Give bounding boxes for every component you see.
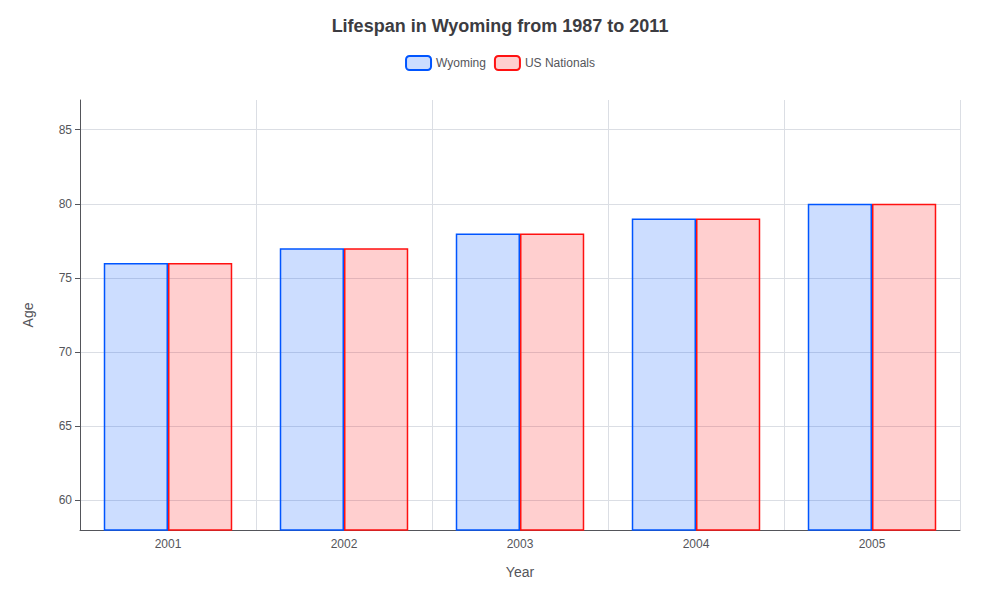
svg-text:85: 85 [59, 123, 73, 137]
svg-text:2001: 2001 [155, 537, 182, 551]
svg-text:2002: 2002 [331, 537, 358, 551]
svg-text:Wyoming: Wyoming [436, 56, 486, 70]
svg-text:Lifespan in Wyoming from 1987: Lifespan in Wyoming from 1987 to 2011 [332, 16, 669, 36]
svg-text:80: 80 [59, 197, 73, 211]
svg-text:2003: 2003 [507, 537, 534, 551]
svg-text:Year: Year [506, 564, 535, 580]
svg-text:2005: 2005 [859, 537, 886, 551]
svg-text:60: 60 [59, 493, 73, 507]
svg-text:2004: 2004 [683, 537, 710, 551]
svg-text:65: 65 [59, 419, 73, 433]
svg-text:70: 70 [59, 345, 73, 359]
svg-text:75: 75 [59, 271, 73, 285]
svg-text:US Nationals: US Nationals [525, 56, 595, 70]
svg-text:Age: Age [20, 302, 36, 327]
